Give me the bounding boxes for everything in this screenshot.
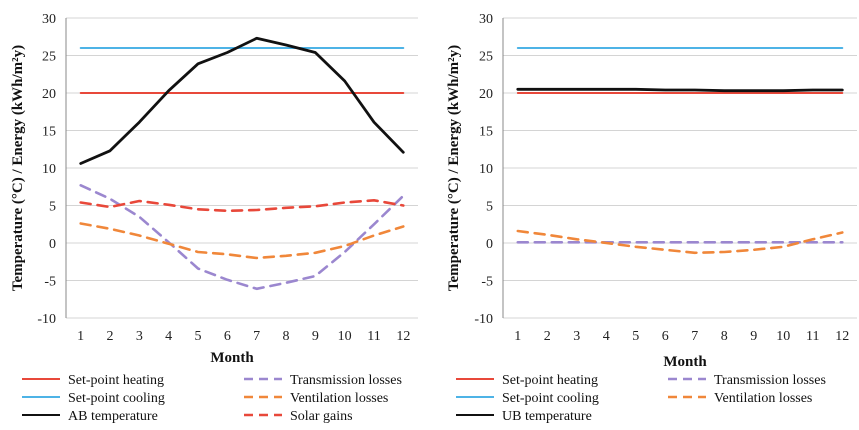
y-tick-label-right-8: 30 [479, 12, 493, 27]
x-tick-label-right-3: 4 [603, 329, 610, 344]
x-ticks-right: 1 2 3 4 5 6 7 8 9 10 11 12 [514, 329, 849, 344]
x-tick-label-right-11: 12 [835, 329, 849, 344]
y-axis-title-left: Temperature (°C) / Energy (kWh/m²y) [10, 45, 26, 291]
y-tick-label-right-2: 0 [486, 237, 493, 252]
y-ticks-right: -10 -5 0 5 10 15 20 25 30 [474, 12, 493, 327]
y-ticks-left: -10 -5 0 5 10 15 20 25 30 [37, 12, 56, 327]
x-tick-label-right-4: 5 [632, 329, 639, 344]
legend-label-right-2-0: UB temperature [502, 409, 592, 424]
x-tick-label-left-7: 8 [283, 329, 290, 344]
y-tick-label-right-5: 15 [479, 125, 493, 140]
series-line-left-transmission-losses [79, 184, 405, 291]
legend-label-right-1-0: Set-point cooling [502, 391, 599, 406]
y-tick-label-left-4: 10 [42, 162, 56, 177]
legend-label-right-0-0: Set-point heating [502, 373, 598, 388]
x-tick-label-right-2: 3 [573, 329, 580, 344]
x-tick-label-left-1: 2 [107, 329, 114, 344]
y-tick-label-left-3: 5 [49, 200, 56, 215]
legend-left: Set-point heating Transmission losses Set-… [22, 373, 402, 424]
y-tick-label-left-2: 0 [49, 237, 56, 252]
series-line-left-ventilation-losses [79, 222, 405, 260]
legend-label-right-0-1: Transmission losses [714, 373, 826, 388]
legend-label-left-2-0: AB temperature [68, 409, 158, 424]
x-tick-label-right-5: 6 [662, 329, 669, 344]
x-tick-label-left-9: 10 [338, 329, 352, 344]
grid-left [65, 17, 418, 319]
x-tick-label-right-9: 10 [776, 329, 790, 344]
series-right [516, 47, 844, 255]
legend-label-left-1-0: Set-point cooling [68, 391, 165, 406]
x-tick-label-left-4: 5 [195, 329, 202, 344]
series-line-right-ub-temperature [516, 87, 844, 93]
y-axis-title-right: Temperature (°C) / Energy (kWh/m²y) [446, 45, 462, 291]
series-left [79, 36, 405, 291]
y-tick-label-left-6: 20 [42, 87, 56, 102]
grid-right [502, 17, 857, 319]
x-tick-label-right-7: 8 [721, 329, 728, 344]
x-tick-label-left-10: 11 [367, 329, 380, 344]
x-tick-label-left-3: 4 [165, 329, 172, 344]
x-tick-label-left-0: 1 [77, 329, 84, 344]
legend-label-left-0-1: Transmission losses [290, 373, 402, 388]
y-tick-label-left-7: 25 [42, 50, 56, 65]
series-line-left-ab-temperature [79, 36, 405, 165]
y-tick-label-right-3: 5 [486, 200, 493, 215]
x-axis-title-right: Month [663, 354, 707, 370]
y-tick-label-left-1: -5 [44, 275, 56, 290]
x-tick-label-right-6: 7 [691, 329, 698, 344]
x-tick-label-left-11: 12 [396, 329, 410, 344]
legend-label-left-0-0: Set-point heating [68, 373, 164, 388]
y-tick-label-left-8: 30 [42, 12, 56, 27]
y-tick-label-left-0: -10 [37, 312, 56, 327]
y-tick-label-left-5: 15 [42, 125, 56, 140]
y-tick-label-right-7: 25 [479, 50, 493, 65]
y-tick-label-right-6: 20 [479, 87, 493, 102]
series-line-right-ventilation-losses [516, 229, 844, 255]
legend-label-left-2-1: Solar gains [290, 409, 353, 424]
x-tick-label-left-5: 6 [224, 329, 231, 344]
y-tick-label-right-0: -10 [474, 312, 493, 327]
series-line-left-solar-gains [79, 199, 405, 213]
y-tick-label-right-4: 10 [479, 162, 493, 177]
legend-right: Set-point heating Transmission losses Set-… [456, 373, 826, 424]
legend-label-left-1-1: Ventilation losses [290, 391, 388, 406]
x-tick-label-left-6: 7 [253, 329, 260, 344]
x-tick-label-right-10: 11 [806, 329, 819, 344]
x-tick-label-right-1: 2 [544, 329, 551, 344]
y-tick-label-right-1: -5 [481, 275, 493, 290]
x-tick-label-right-0: 1 [514, 329, 521, 344]
x-tick-label-right-8: 9 [750, 329, 757, 344]
x-tick-label-left-8: 9 [312, 329, 319, 344]
legend-label-right-1-1: Ventilation losses [714, 391, 812, 406]
x-axis-title-left: Month [210, 350, 254, 366]
x-tick-label-left-2: 3 [136, 329, 143, 344]
x-ticks-left: 1 2 3 4 5 6 7 8 9 10 11 12 [77, 329, 410, 344]
